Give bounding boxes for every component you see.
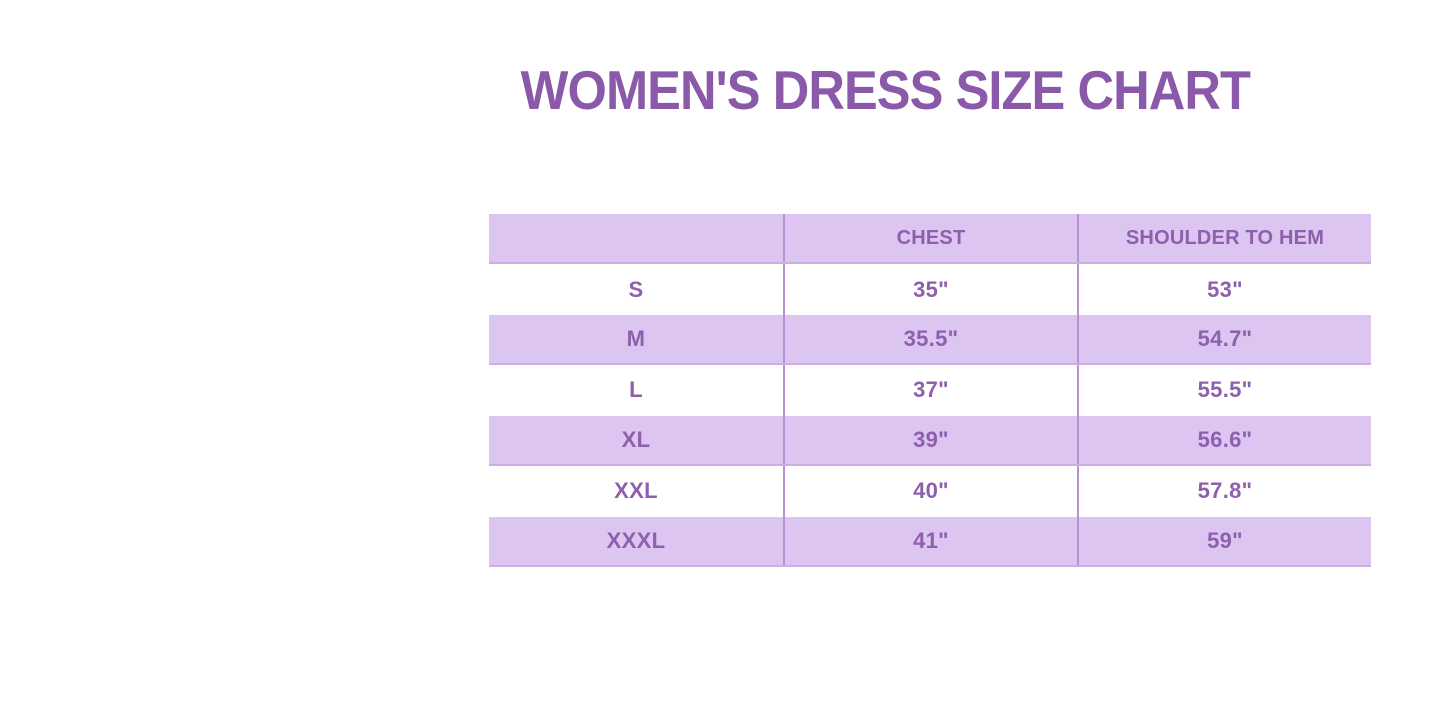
shoulder-to-hem-value: 53" (1077, 264, 1371, 315)
shoulder-to-hem-value: 55.5" (1077, 365, 1371, 416)
header-chest-cell: CHEST (783, 214, 1077, 263)
size-label: S (628, 276, 644, 302)
chest-value: 35.5" (783, 314, 1077, 364)
shoulder-to-hem-value: 56.6" (1077, 415, 1371, 465)
shoulder-to-hem-value: 54.7" (1077, 314, 1371, 364)
shoulder-to-hem-value: 57.8" (1077, 466, 1371, 517)
table-row-l: L 37" 55.5" (489, 365, 1371, 416)
table-row-xxl: XXL 40" 57.8" (489, 466, 1371, 517)
chest-value: 39" (783, 415, 1077, 465)
table-row-s: S 35" 53" (489, 264, 1371, 315)
chest-value: 41" (783, 516, 1077, 565)
table-row-xl: XL 39" 56.6" (489, 415, 1371, 467)
size-label: M (626, 326, 646, 352)
size-label: L (629, 377, 643, 403)
header-size-cell (489, 214, 783, 262)
table-row-m: M 35.5" 54.7" (489, 314, 1371, 366)
table-row-xxxl: XXXL 41" 59" (489, 516, 1371, 567)
shoulder-to-hem-value: 59" (1077, 516, 1371, 565)
chest-value: 35" (783, 264, 1077, 315)
chest-value: 37" (783, 365, 1077, 416)
size-label: XXL (614, 478, 658, 504)
table-header-row: CHEST SHOULDER TO HEM (489, 214, 1371, 265)
size-label: XXXL (606, 527, 666, 553)
size-table: CHEST SHOULDER TO HEM S 35" 53" M 35.5" … (489, 214, 1371, 567)
size-label: XL (621, 426, 651, 452)
header-shoulder-to-hem-cell: SHOULDER TO HEM (1077, 214, 1371, 263)
chest-value: 40" (783, 466, 1077, 517)
page-title: WOMEN'S DRESS SIZE CHART (520, 59, 1251, 121)
